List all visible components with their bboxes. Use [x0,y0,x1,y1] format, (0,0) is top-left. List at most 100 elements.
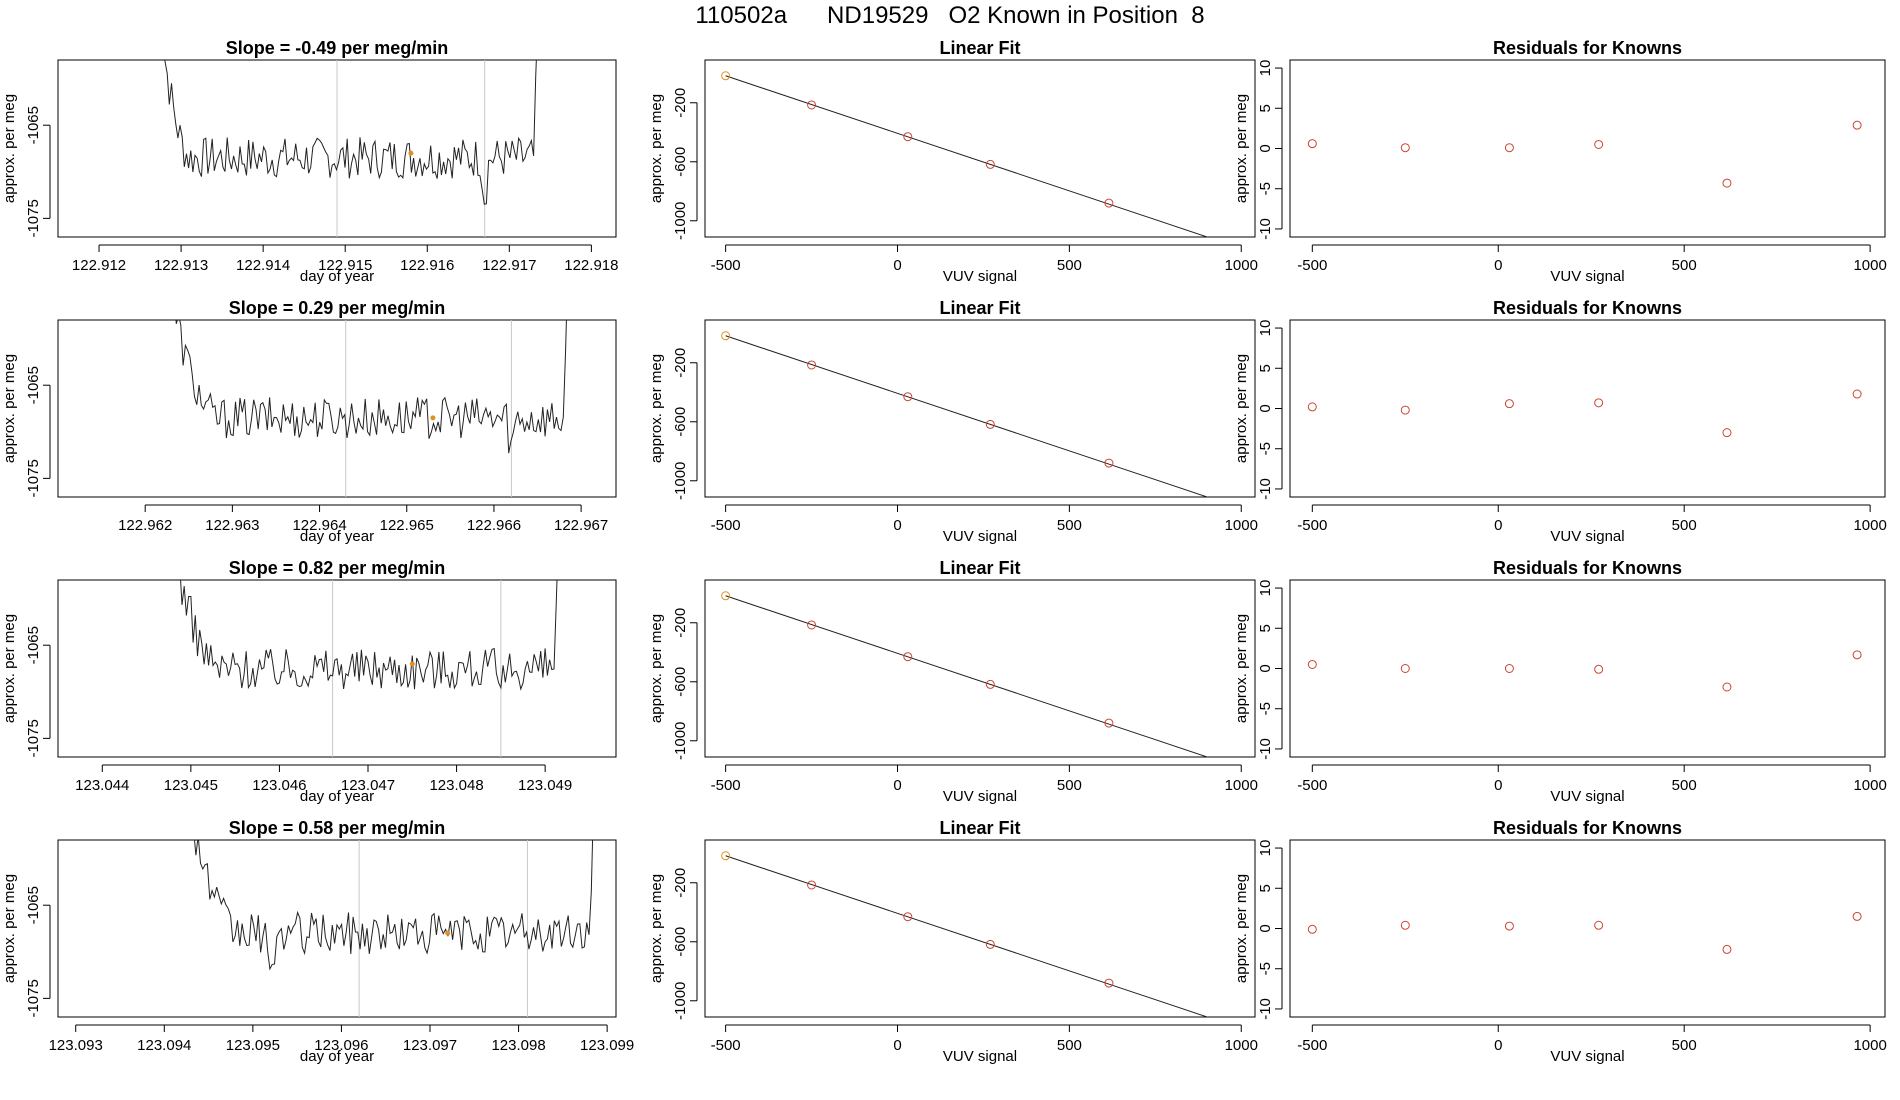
plot-frame [1289,839,1886,1018]
x-tick-label: 500 [1672,1037,1697,1054]
data-point [1852,120,1862,130]
data-point [721,591,731,601]
highlight-point [430,415,436,421]
x-tick-label: 122.962 [118,517,172,534]
plot-frame [704,839,1256,1018]
x-tick-label: 500 [1057,257,1082,274]
plot-title: Linear Fit [939,818,1020,838]
x-tick-label: 500 [1672,517,1697,534]
y-tick-label: -200 [672,868,689,898]
time-panel-2: Slope = 0.29 per meg/min 122.962 122.963 12… [1,298,617,545]
data-point [1307,402,1317,412]
resid-panel-2: Residuals for Knowns -500 0 500 1000 VUV sign… [1233,298,1887,545]
data-point [1400,143,1410,153]
x-tick-label: 123.047 [341,777,395,794]
x-axis-label: VUV signal [1550,1048,1624,1065]
plot-area [194,840,594,1017]
data-point [807,100,817,110]
y-tick-label: -200 [672,88,689,118]
y-axis-label: approx. per meg [648,614,665,723]
plot-title: Slope = -0.49 per meg/min [226,38,449,58]
y-tick-label: 10 [1257,60,1274,77]
y-tick-label: -10 [1257,478,1274,500]
x-tick-label: -500 [1297,517,1327,534]
fit-panel-3: Linear Fit -500 0 500 1000 VUV signal -1000 -60… [648,558,1258,805]
plot-title: Slope = 0.29 per meg/min [229,298,446,318]
plot-area [1307,650,1862,692]
x-tick-label: 122.967 [554,517,608,534]
x-tick-label: 500 [1057,777,1082,794]
y-tick-label: -1000 [672,462,689,500]
fit-line [725,335,1209,497]
x-tick-label: -500 [711,257,741,274]
y-axis-label: approx. per meg [1233,614,1250,723]
y-axis-label: approx. per meg [1233,94,1250,203]
data-point [1400,664,1410,673]
y-tick-label: -10 [1257,998,1274,1020]
y-tick-label: 0 [1257,664,1274,672]
data-point [1504,921,1514,931]
y-tick-label: -1075 [25,459,42,497]
x-tick-label: 1000 [1853,257,1886,274]
data-point [721,331,731,341]
data-point [1225,1020,1233,1028]
plot-frame [1289,319,1886,498]
data-point [807,360,817,370]
y-tick-label: -1000 [672,202,689,240]
fit-panel-1: Linear Fit -500 0 500 1000 VUV signal -1000 -60… [648,38,1258,285]
data-point [1307,659,1317,669]
plot-title: Residuals for Knowns [1493,38,1682,58]
data-point [1225,500,1233,508]
x-tick-label: 123.048 [429,777,483,794]
data-point [1722,682,1732,692]
plot-frame [57,839,617,1018]
time-panel-3: Slope = 0.82 per meg/min 123.044 123.045 12… [1,558,617,805]
data-point [1722,178,1732,188]
y-axis-label: approx. per meg [648,874,665,983]
fit-line [725,595,1209,757]
x-tick-label: 122.912 [72,257,126,274]
data-point [807,880,817,890]
x-tick-label: -500 [1297,1037,1327,1054]
y-tick-label: -5 [1257,702,1274,715]
y-tick-label: 10 [1257,580,1274,597]
x-tick-label: 122.916 [400,257,454,274]
plot-frame [704,579,1256,758]
y-tick-label: -1075 [25,719,42,757]
data-point [721,851,731,861]
plot-area [175,320,567,497]
x-tick-label: 122.965 [380,517,434,534]
y-tick-label: -1065 [25,886,42,924]
y-tick-label: -1065 [25,366,42,404]
plot-frame [57,579,617,758]
plot-area [721,331,1233,508]
x-tick-label: 123.049 [518,777,572,794]
x-tick-label: 1000 [1853,517,1886,534]
highlight-point [409,661,415,667]
x-tick-label: 1000 [1225,777,1258,794]
data-point [1400,405,1410,415]
data-point [1225,760,1233,768]
resid-panel-3: Residuals for Knowns -500 0 500 1000 VUV sign… [1233,558,1887,805]
y-tick-label: 5 [1257,104,1274,112]
plot-frame [704,319,1256,498]
plot-frame [1289,579,1886,758]
data-point [985,679,995,689]
y-tick-label: -5 [1257,442,1274,455]
x-tick-label: 123.097 [403,1037,457,1054]
plot-area [180,580,558,757]
x-tick-label: -500 [711,777,741,794]
fit-panel-2: Linear Fit -500 0 500 1000 VUV signal -1000 -60… [648,298,1258,545]
plot-frame [57,319,617,498]
plot-title: Slope = 0.58 per meg/min [229,818,446,838]
plot-title: Linear Fit [939,38,1020,58]
data-point [1504,143,1514,153]
y-tick-label: 0 [1257,144,1274,152]
data-point [1594,920,1604,930]
x-tick-label: 0 [893,257,901,274]
y-tick-label: 0 [1257,924,1274,932]
data-point [1104,718,1114,728]
page-title: 110502a ND19529 O2 Known in Position 8 [695,2,1205,29]
data-point [1104,198,1114,208]
plot-area [164,60,537,237]
